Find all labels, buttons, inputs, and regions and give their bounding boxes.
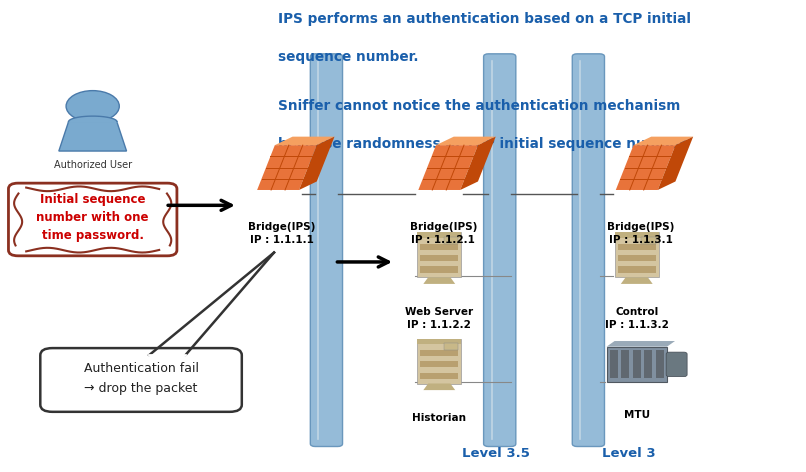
- Text: sequence number.: sequence number.: [278, 50, 418, 64]
- FancyBboxPatch shape: [572, 54, 604, 447]
- Polygon shape: [423, 383, 455, 390]
- FancyBboxPatch shape: [443, 237, 458, 244]
- Circle shape: [66, 91, 119, 122]
- FancyBboxPatch shape: [418, 233, 462, 278]
- Text: Historian: Historian: [413, 413, 466, 423]
- Polygon shape: [634, 137, 693, 145]
- FancyBboxPatch shape: [618, 255, 656, 261]
- Polygon shape: [621, 278, 653, 284]
- Text: Authorized User: Authorized User: [54, 160, 131, 170]
- Text: MTU: MTU: [624, 410, 650, 420]
- FancyBboxPatch shape: [421, 350, 459, 356]
- FancyBboxPatch shape: [644, 350, 652, 379]
- Polygon shape: [607, 341, 675, 346]
- Polygon shape: [460, 137, 496, 190]
- FancyBboxPatch shape: [418, 233, 462, 238]
- Text: Bridge(IPS)
IP : 1.1.2.1: Bridge(IPS) IP : 1.1.2.1: [409, 222, 477, 245]
- FancyBboxPatch shape: [655, 350, 663, 379]
- Polygon shape: [299, 137, 334, 190]
- Text: Level 3: Level 3: [602, 447, 655, 460]
- FancyBboxPatch shape: [9, 183, 177, 256]
- FancyBboxPatch shape: [618, 244, 656, 250]
- FancyBboxPatch shape: [443, 343, 458, 350]
- Text: Bridge(IPS)
IP : 1.1.3.1: Bridge(IPS) IP : 1.1.3.1: [607, 222, 675, 245]
- FancyBboxPatch shape: [421, 361, 459, 367]
- Polygon shape: [275, 137, 334, 145]
- Text: Sniffer cannot notice the authentication mechanism: Sniffer cannot notice the authentication…: [278, 99, 680, 113]
- FancyBboxPatch shape: [618, 266, 656, 273]
- Text: Bridge(IPS)
IP : 1.1.1.1: Bridge(IPS) IP : 1.1.1.1: [248, 222, 316, 245]
- FancyBboxPatch shape: [40, 348, 242, 412]
- FancyBboxPatch shape: [607, 346, 667, 382]
- FancyBboxPatch shape: [418, 339, 462, 383]
- Text: Initial sequence
number with one
time password.: Initial sequence number with one time pa…: [36, 193, 149, 242]
- Polygon shape: [423, 278, 455, 284]
- FancyBboxPatch shape: [310, 54, 343, 447]
- FancyBboxPatch shape: [421, 244, 459, 250]
- Polygon shape: [149, 253, 274, 355]
- Text: IPS performs an authentication based on a TCP initial: IPS performs an authentication based on …: [278, 12, 691, 26]
- FancyBboxPatch shape: [421, 266, 459, 273]
- Text: Authentication fail
→ drop the packet: Authentication fail → drop the packet: [84, 362, 198, 395]
- FancyBboxPatch shape: [666, 352, 687, 377]
- FancyBboxPatch shape: [421, 373, 459, 379]
- Polygon shape: [616, 145, 675, 190]
- Polygon shape: [257, 145, 317, 190]
- FancyBboxPatch shape: [484, 54, 516, 447]
- FancyBboxPatch shape: [621, 350, 629, 379]
- FancyBboxPatch shape: [610, 350, 618, 379]
- FancyBboxPatch shape: [642, 237, 656, 244]
- Text: Level 3.5: Level 3.5: [462, 447, 530, 460]
- Polygon shape: [658, 137, 693, 190]
- FancyBboxPatch shape: [418, 339, 462, 345]
- FancyBboxPatch shape: [615, 233, 659, 278]
- Text: Control
IP : 1.1.3.2: Control IP : 1.1.3.2: [604, 307, 669, 330]
- Text: Web Server
IP : 1.1.2.2: Web Server IP : 1.1.2.2: [405, 307, 473, 330]
- Text: because randomness of TCP initial sequence number: because randomness of TCP initial sequen…: [278, 137, 686, 151]
- Polygon shape: [418, 145, 478, 190]
- Polygon shape: [436, 137, 496, 145]
- FancyBboxPatch shape: [633, 350, 641, 379]
- Polygon shape: [59, 122, 127, 151]
- FancyBboxPatch shape: [421, 255, 459, 261]
- FancyBboxPatch shape: [615, 233, 659, 238]
